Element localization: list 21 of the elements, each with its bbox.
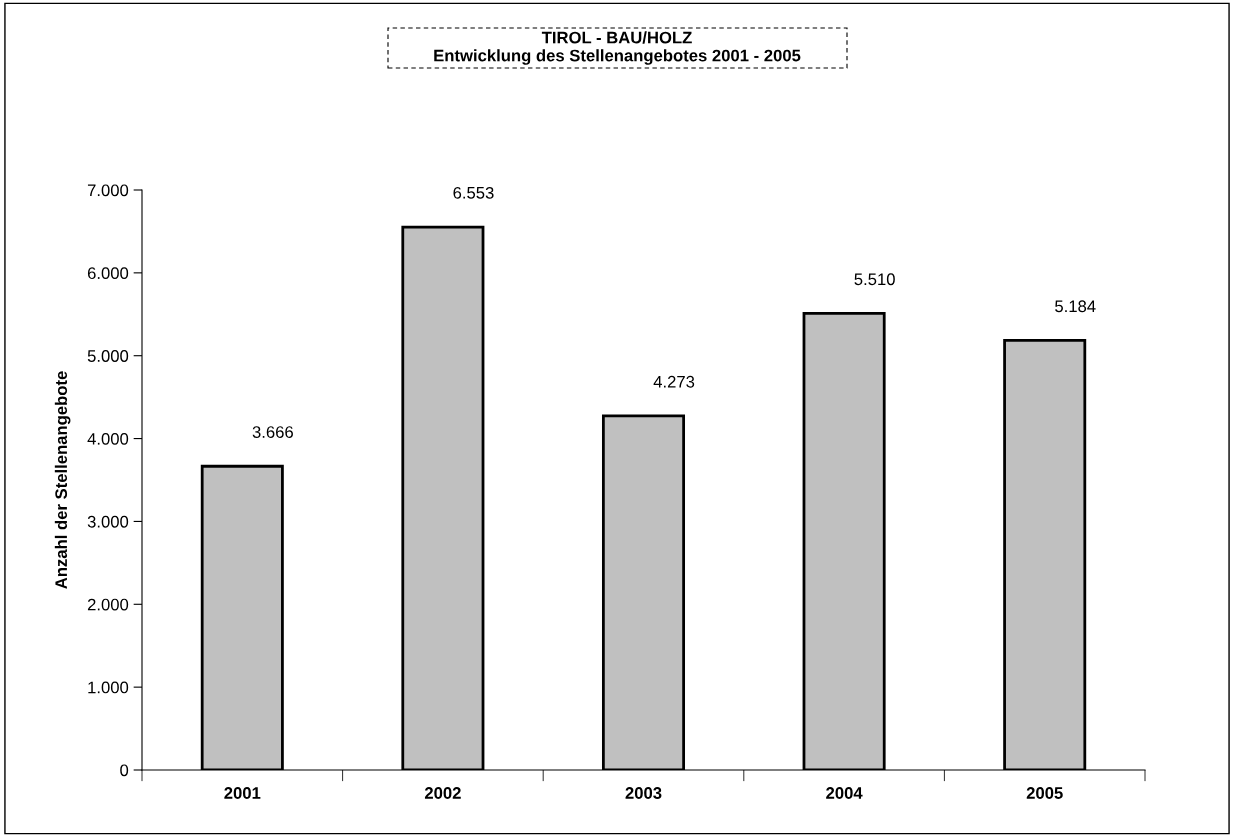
chart-subtitle: Entwicklung des Stellenangebotes 2001 - 2005: [434, 49, 801, 65]
y-tick-label: 0: [120, 764, 129, 777]
data-label: 4.273: [653, 375, 695, 388]
data-label: 6.553: [453, 186, 494, 199]
data-label: 3.666: [252, 426, 293, 438]
x-tick-label: 2004: [826, 787, 863, 799]
y-tick-label: 2.000: [87, 598, 129, 611]
x-tick-label: 2005: [1026, 787, 1063, 799]
x-tick-label: 2001: [224, 787, 261, 799]
x-tick-label: 2003: [625, 787, 662, 799]
y-tick-label: 4.000: [87, 432, 129, 445]
y-axis-title: Anzahl der Stellenangebote: [54, 371, 71, 589]
data-label: 5.184: [1055, 300, 1096, 313]
y-tick-label: 7.000: [87, 184, 129, 197]
y-tick-label: 1.000: [88, 681, 129, 694]
data-label: 5.510: [854, 273, 895, 286]
chart-title: TIROL - BAU/HOLZ: [541, 31, 692, 44]
y-tick-label: 5.000: [87, 350, 129, 362]
x-tick-label: 2002: [424, 787, 461, 799]
y-tick-label: 6.000: [87, 267, 129, 280]
y-tick-label: 3.000: [87, 515, 129, 528]
